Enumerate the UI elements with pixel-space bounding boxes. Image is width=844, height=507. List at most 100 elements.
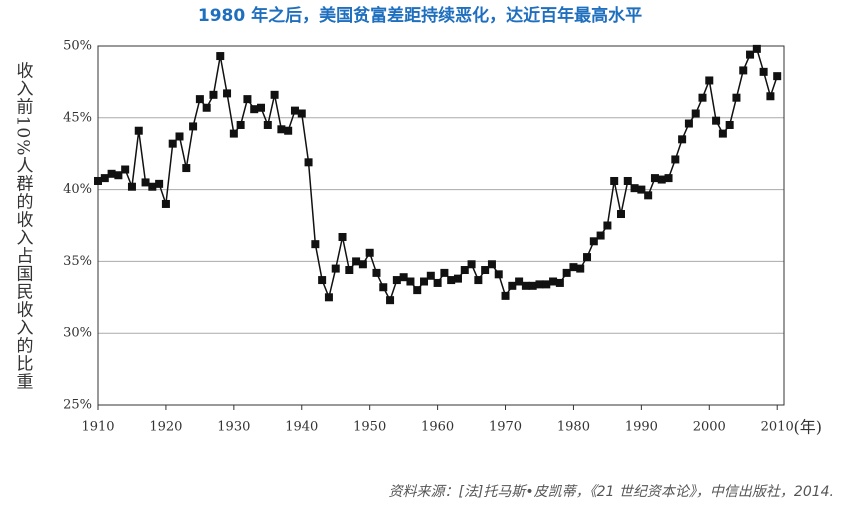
data-point <box>542 280 551 289</box>
data-point <box>657 175 666 184</box>
data-point <box>209 90 218 99</box>
data-point <box>678 135 687 144</box>
data-point <box>277 125 286 134</box>
data-point <box>202 103 211 112</box>
plot-frame <box>97 45 785 406</box>
data-point <box>759 67 768 76</box>
data-point <box>121 165 130 174</box>
data-point <box>562 268 571 277</box>
x-tick-label: 1920 <box>149 420 182 435</box>
data-point <box>739 66 748 75</box>
data-point <box>223 89 232 98</box>
data-point <box>583 253 592 262</box>
data-point <box>127 182 136 191</box>
data-point <box>481 266 490 275</box>
data-point <box>698 93 707 102</box>
data-point <box>569 263 578 272</box>
data-point <box>345 266 354 275</box>
data-point <box>331 264 340 273</box>
data-point <box>467 260 476 269</box>
data-point <box>426 271 435 280</box>
data-point <box>270 90 279 99</box>
data-point <box>671 155 680 164</box>
data-point <box>555 278 564 287</box>
data-point <box>433 278 442 287</box>
data-point <box>650 174 659 183</box>
y-tick-label: 35% <box>63 254 92 269</box>
data-point <box>236 120 245 129</box>
x-tick-label: 1930 <box>217 420 250 435</box>
data-point <box>589 237 598 246</box>
data-point <box>413 286 422 295</box>
data-point <box>440 268 449 277</box>
y-tick-label: 50% <box>63 39 92 54</box>
data-point <box>189 122 198 131</box>
x-tick-label: 1970 <box>489 420 522 435</box>
y-tick-label: 30% <box>63 326 92 341</box>
data-point <box>148 182 157 191</box>
data-point <box>501 291 510 300</box>
x-tick-label: 1990 <box>625 420 658 435</box>
x-tick-label: 2010 <box>761 420 794 435</box>
data-point <box>712 116 721 125</box>
data-point <box>114 171 123 180</box>
data-point <box>725 120 734 129</box>
y-tick-label: 45% <box>63 110 92 125</box>
data-point <box>94 176 102 185</box>
source-note: 资料来源：[法]托马斯•皮凯蒂，《21 世纪资本论》，中信出版社，2014. <box>388 484 834 500</box>
data-point <box>610 176 619 185</box>
data-point <box>528 281 537 290</box>
data-point <box>746 50 755 59</box>
data-point <box>576 264 585 273</box>
data-point <box>535 280 544 289</box>
y-tick-label: 25% <box>63 398 92 413</box>
data-point <box>324 293 333 302</box>
data-point <box>773 72 782 81</box>
data-point <box>664 174 673 183</box>
data-point <box>216 52 225 61</box>
y-tick-label: 40% <box>63 182 92 197</box>
y-axis-label: 收入前10%人群的收入占国民收入的比重 <box>13 62 34 391</box>
data-point <box>250 105 259 114</box>
data-point <box>406 277 415 286</box>
data-point <box>311 240 320 249</box>
data-point <box>168 139 177 148</box>
data-point <box>318 276 327 285</box>
data-point <box>243 95 252 104</box>
data-point <box>175 132 184 141</box>
x-tick-label: 1960 <box>421 420 454 435</box>
data-point <box>229 129 238 138</box>
data-point <box>134 126 143 135</box>
x-tick-label: 1950 <box>353 420 386 435</box>
data-point <box>684 119 693 128</box>
data-line <box>97 47 778 303</box>
data-point <box>508 281 517 290</box>
data-point <box>521 281 530 290</box>
data-point <box>107 169 116 178</box>
data-point <box>195 95 204 104</box>
data-point <box>100 174 109 183</box>
data-point <box>263 120 272 129</box>
data-point <box>549 277 558 286</box>
data-point <box>284 126 293 135</box>
data-point <box>630 184 639 193</box>
data-point <box>644 191 653 200</box>
x-tick-label: 1940 <box>285 420 318 435</box>
x-tick-label: 1910 <box>81 420 114 435</box>
data-point <box>365 248 374 257</box>
data-point <box>603 221 612 230</box>
data-point <box>257 103 266 112</box>
x-axis-label: (年) <box>794 418 823 437</box>
data-point <box>766 92 775 101</box>
data-point <box>182 164 191 173</box>
data-point <box>297 109 306 118</box>
data-point <box>460 266 469 275</box>
x-tick-label: 1980 <box>557 420 590 435</box>
data-point <box>752 44 761 53</box>
data-point <box>358 260 367 269</box>
data-point <box>386 296 395 305</box>
data-point <box>623 176 632 185</box>
chart-title: 1980 年之后，美国贫富差距持续恶化，达近百年最高水平 <box>198 5 642 26</box>
data-point <box>494 270 503 279</box>
data-point <box>372 268 381 277</box>
